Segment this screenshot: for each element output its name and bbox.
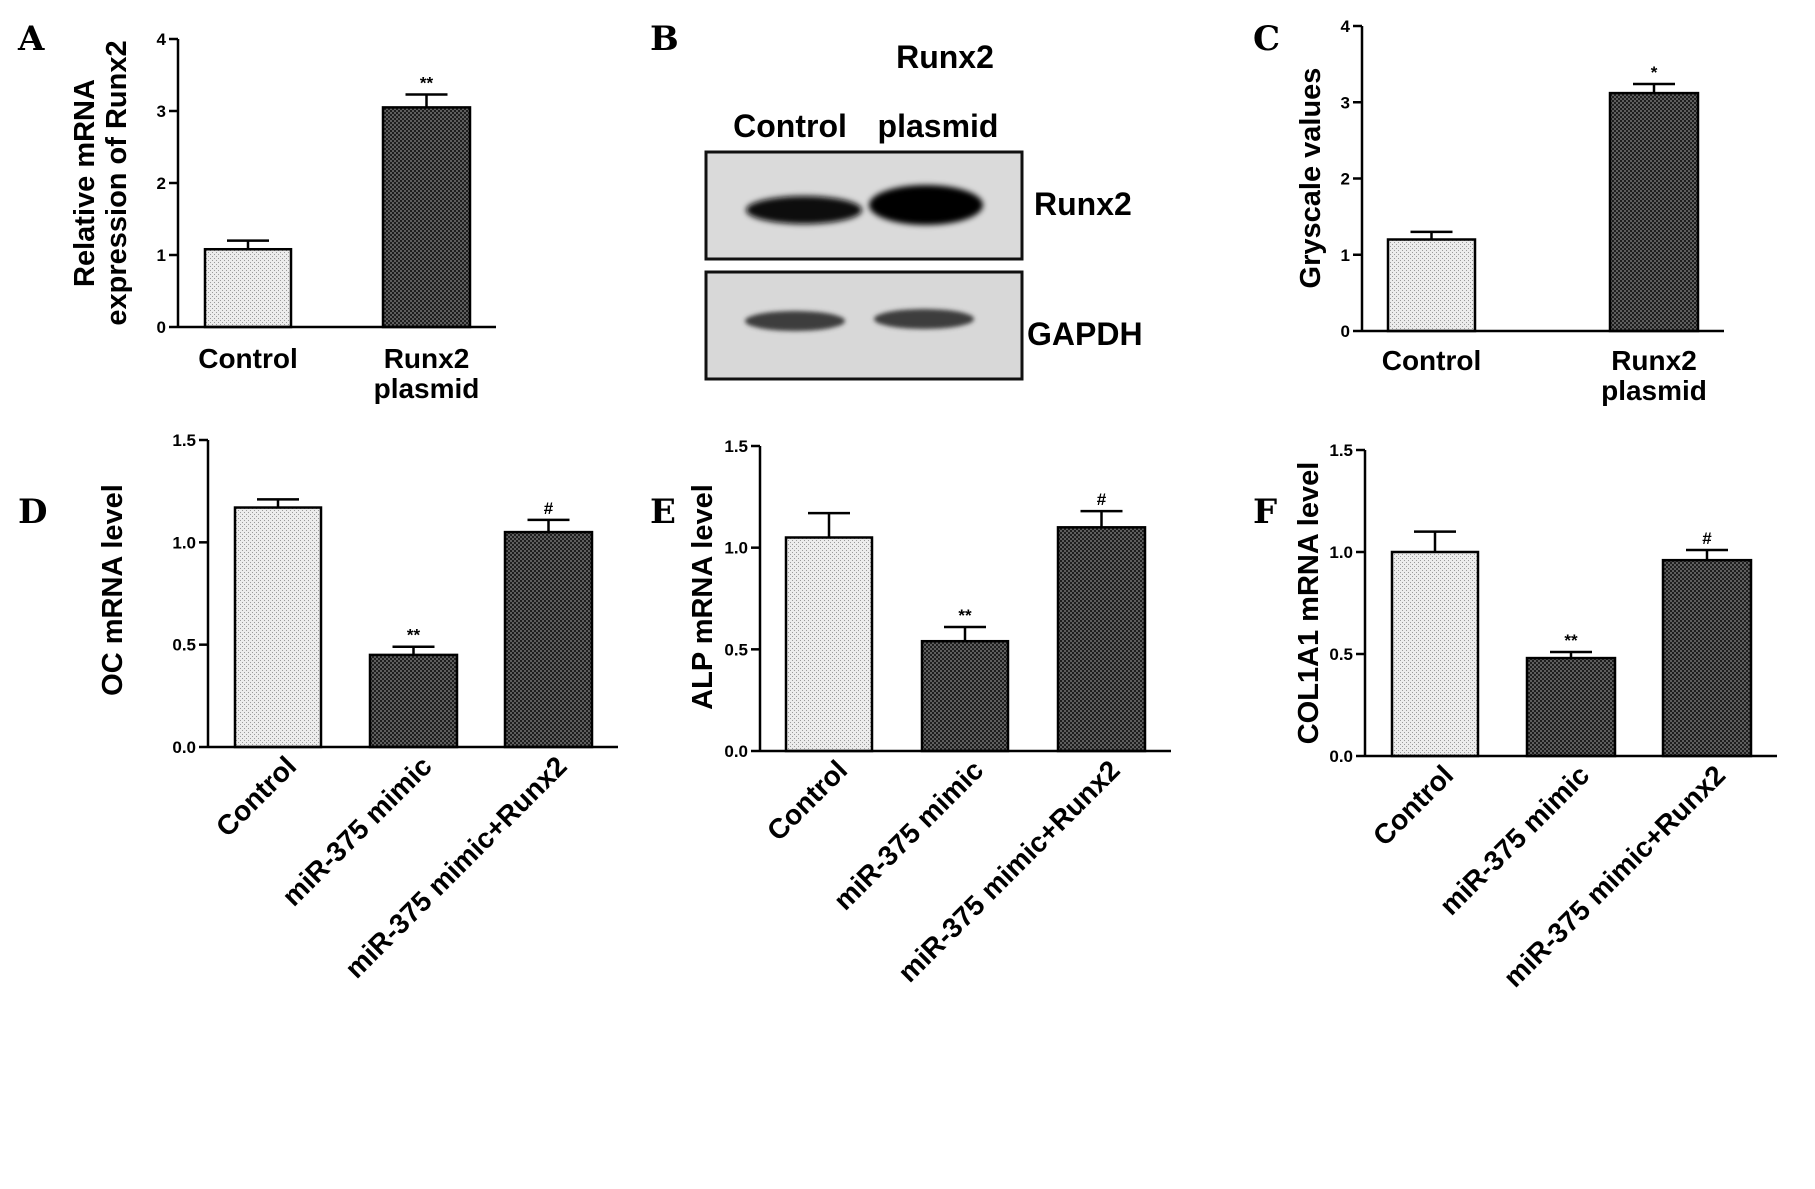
x-category-label-c-runx2-plasmid-line-0: Runx2 [1611, 345, 1697, 376]
panel-label-f: F [1253, 492, 1277, 532]
bar-f-mir-375-mimic-runx2 [1661, 558, 1753, 758]
significance-label-e-mir-375-mimic: ** [958, 606, 972, 625]
y-tick-label-c-0: 0 [1341, 322, 1350, 341]
blot-lane-label-control: Control [733, 108, 847, 144]
y-tick-label-e-0: 0.0 [724, 742, 748, 761]
bar-d-mir-375-mimic [368, 653, 459, 749]
x-category-label-f-mir-375-mimic-runx2: miR-375 mimic+Runx2 [1497, 759, 1731, 993]
y-tick-label-e-1: 0.5 [724, 640, 748, 659]
blot-band-runx2-control [746, 196, 862, 224]
y-axis-title-a-line-0: Relative mRNA [69, 79, 101, 287]
panel-label-b: B [650, 19, 679, 59]
y-tick-label-c-1: 1 [1341, 246, 1350, 265]
western-blot-panel: Runx2 Control plasmid Runx2 GAPDH [704, 39, 1143, 381]
y-tick-label-d-3: 1.5 [172, 431, 196, 450]
x-category-label-a-runx2-plasmid-line-1: plasmid [374, 373, 480, 404]
x-category-label-e-control: Control [761, 754, 853, 846]
x-category-label-e-mir-375-mimic-runx2: miR-375 mimic+Runx2 [892, 754, 1126, 988]
bar-a-control [203, 247, 293, 329]
y-axis-title-c: Gryscale values [1295, 68, 1327, 289]
x-category-label-d-control: Control [210, 750, 302, 842]
y-tick-label-c-3: 3 [1341, 93, 1350, 112]
y-axis-title-a-line-1: expression of Runx2 [101, 40, 133, 325]
blot-band-runx2-plasmid [869, 185, 983, 225]
y-tick-label-f-3: 1.5 [1329, 441, 1353, 460]
x-category-label-a-runx2-plasmid-line-0: Runx2 [384, 343, 470, 374]
significance-label-d-mir-375-mimic: ** [407, 626, 421, 645]
bar-c-control [1386, 238, 1477, 333]
significance-label-c-runx2-plasmid: * [1651, 63, 1658, 82]
x-category-label-c-runx2-plasmid-line-1: plasmid [1601, 375, 1707, 406]
bar-e-mir-375-mimic [920, 639, 1010, 753]
y-tick-label-d-1: 0.5 [172, 636, 196, 655]
y-tick-label-a-3: 3 [157, 102, 166, 121]
y-tick-label-a-0: 0 [157, 318, 166, 337]
bar-f-control [1390, 550, 1480, 758]
significance-label-f-mir-375-mimic: ** [1564, 631, 1578, 650]
significance-label-f-mir-375-mimic-runx2: # [1702, 529, 1712, 548]
x-category-label-c-control: Control [1382, 345, 1482, 376]
blot-band-label-runx2: Runx2 [1034, 186, 1132, 222]
y-axis-title-d: OC mRNA level [97, 484, 129, 696]
bar-c-runx2-plasmid [1608, 91, 1700, 333]
significance-label-e-mir-375-mimic-runx2: # [1097, 490, 1107, 509]
blot-strip-runx2 [704, 150, 1024, 261]
bar-d-control [233, 506, 323, 749]
y-tick-label-f-1: 0.5 [1329, 645, 1353, 664]
chart-panel-d: 0.0 0.5 1.0 1.5 OC mRNA level Control ** miR-37… [97, 431, 618, 984]
y-axis-title-f: COL1A1 mRNA level [1293, 462, 1325, 745]
x-category-label-a-control: Control [198, 343, 298, 374]
significance-label-a-runx2-plasmid: ** [420, 73, 434, 92]
y-tick-label-d-2: 1.0 [172, 533, 196, 552]
panel-label-c: C [1253, 19, 1280, 59]
bar-e-mir-375-mimic-runx2 [1056, 526, 1147, 753]
significance-label-d-mir-375-mimic-runx2: # [544, 499, 554, 518]
y-tick-label-a-4: 4 [157, 30, 167, 49]
blot-title: Runx2 [896, 39, 994, 75]
chart-panel-a: 0 1 2 3 4 Relative mRNA expression of Runx2 Con… [69, 30, 496, 404]
y-tick-label-a-1: 1 [157, 246, 166, 265]
y-axis-title-e: ALP mRNA level [687, 484, 719, 710]
panel-label-e: E [650, 492, 676, 532]
x-category-label-e-mir-375-mimic: miR-375 mimic [828, 754, 990, 916]
y-tick-label-a-2: 2 [157, 174, 166, 193]
blot-band-gapdh-plasmid [874, 309, 974, 329]
y-tick-label-d-0: 0.0 [172, 738, 196, 757]
y-tick-label-f-2: 1.0 [1329, 543, 1353, 562]
panel-label-d: D [18, 492, 47, 532]
bar-e-control [784, 536, 874, 753]
blot-strip-gapdh [704, 270, 1024, 381]
y-tick-label-e-2: 1.0 [724, 539, 748, 558]
y-tick-label-e-3: 1.5 [724, 437, 748, 456]
bar-d-mir-375-mimic-runx2 [503, 530, 594, 749]
y-tick-label-f-0: 0.0 [1329, 747, 1353, 766]
y-tick-label-c-4: 4 [1341, 17, 1351, 36]
chart-panel-e: 0.0 0.5 1.0 1.5 ALP mRNA level Control ** miR-3… [687, 437, 1171, 988]
x-category-label-d-mir-375-mimic-runx2: miR-375 mimic+Runx2 [339, 750, 573, 984]
y-tick-label-c-2: 2 [1341, 170, 1350, 189]
panel-label-a: A [17, 19, 45, 59]
blot-band-gapdh-control [745, 311, 845, 331]
bar-a-runx2-plasmid [381, 106, 472, 329]
blot-band-label-gapdh: GAPDH [1027, 316, 1143, 352]
x-category-label-f-control: Control [1367, 759, 1459, 851]
bar-f-mir-375-mimic [1525, 656, 1617, 758]
blot-lane-label-plasmid: plasmid [878, 108, 999, 144]
